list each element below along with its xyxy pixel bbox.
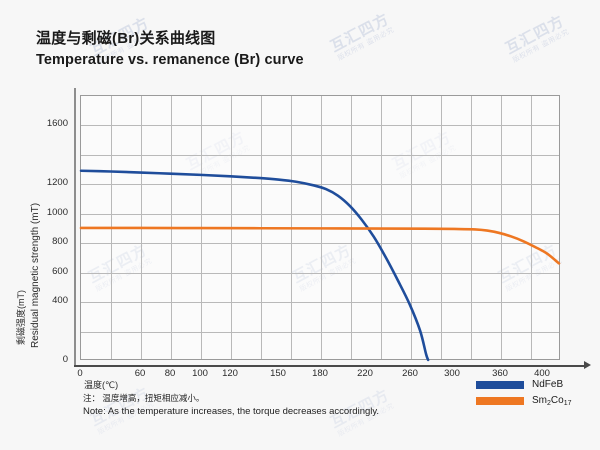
- footnote-en: Note: As the temperature increases, the …: [83, 405, 380, 417]
- watermark: 互汇四方 版权所有 盗用必究: [327, 9, 396, 63]
- gridline-vertical: [501, 96, 502, 359]
- y-tick-label: 600: [52, 265, 68, 277]
- gridline-horizontal: [81, 154, 559, 156]
- gridline-horizontal: [81, 302, 559, 304]
- chart-title-block: 温度与剩磁(Br)关系曲线图 Temperature vs. remanence…: [36, 28, 304, 71]
- gridline-horizontal: [81, 272, 559, 274]
- x-tick-label: 260: [402, 368, 418, 379]
- legend-label: NdFeB: [532, 379, 564, 390]
- x-tick-label: 180: [312, 368, 328, 379]
- chart-title-cn: 温度与剩磁(Br)关系曲线图: [36, 30, 216, 47]
- y-tick-label: 0: [62, 354, 68, 365]
- curve-ndfeb: [79, 169, 430, 362]
- gridline-horizontal: [81, 213, 559, 215]
- x-tick-label: 360: [492, 368, 508, 379]
- x-tick-label: 400: [534, 368, 550, 379]
- legend-swatch: [476, 397, 524, 405]
- y-tick-label: 800: [52, 236, 68, 248]
- chart-title-en: Temperature vs. remanence (Br) curve: [36, 51, 304, 68]
- x-tick-label: 60: [134, 368, 146, 379]
- y-tick-label: 400: [52, 295, 68, 307]
- curve-sm2co17: [79, 226, 561, 265]
- curve-layer: [79, 169, 561, 362]
- x-tick-label: 80: [164, 368, 176, 379]
- y-axis-line: [74, 88, 76, 365]
- gridline-vertical: [441, 96, 442, 359]
- x-tick-label: 120: [222, 368, 238, 379]
- legend-swatch: [476, 380, 524, 389]
- x-axis-arrow-icon: [584, 360, 591, 369]
- y-tick-label: 1000: [46, 206, 68, 218]
- gridline-vertical: [471, 96, 472, 359]
- footnote-block: 注： 温度增高，扭矩相应减小。 Note: As the temperature…: [83, 392, 379, 419]
- x-tick-label: 220: [357, 368, 373, 379]
- y-axis-title-en: Residual magnetic strength (mT): [30, 202, 41, 348]
- x-tick-label: 0: [77, 368, 83, 379]
- legend: NdFeB Sm2Co17: [476, 379, 572, 412]
- x-axis-line: [74, 365, 586, 367]
- gridline-horizontal: [81, 243, 559, 245]
- gridline-horizontal: [81, 125, 559, 127]
- x-tick-label: 100: [192, 368, 208, 379]
- gridline-horizontal: [81, 184, 559, 186]
- y-tick-label: 1600: [46, 118, 68, 130]
- gridline-horizontal: [81, 331, 559, 333]
- y-tick-label: 1200: [46, 177, 68, 189]
- x-tick-label: 150: [270, 368, 286, 379]
- gridline-vertical: [531, 96, 532, 359]
- watermark: 互汇四方 版权所有 盗用必究: [502, 11, 571, 65]
- legend-label: Sm2Co17: [532, 395, 572, 407]
- footnote-cn: 注： 温度增高，扭矩相应减小。: [83, 393, 205, 403]
- x-tick-label: 300: [444, 368, 460, 379]
- plot-area: [79, 95, 561, 362]
- legend-item[interactable]: Sm2Co17: [476, 395, 572, 407]
- legend-item[interactable]: NdFeB: [476, 379, 572, 390]
- y-axis-title-cn: 剩磁强度(mT): [16, 290, 26, 345]
- x-axis-title: 温度(℃): [84, 380, 119, 390]
